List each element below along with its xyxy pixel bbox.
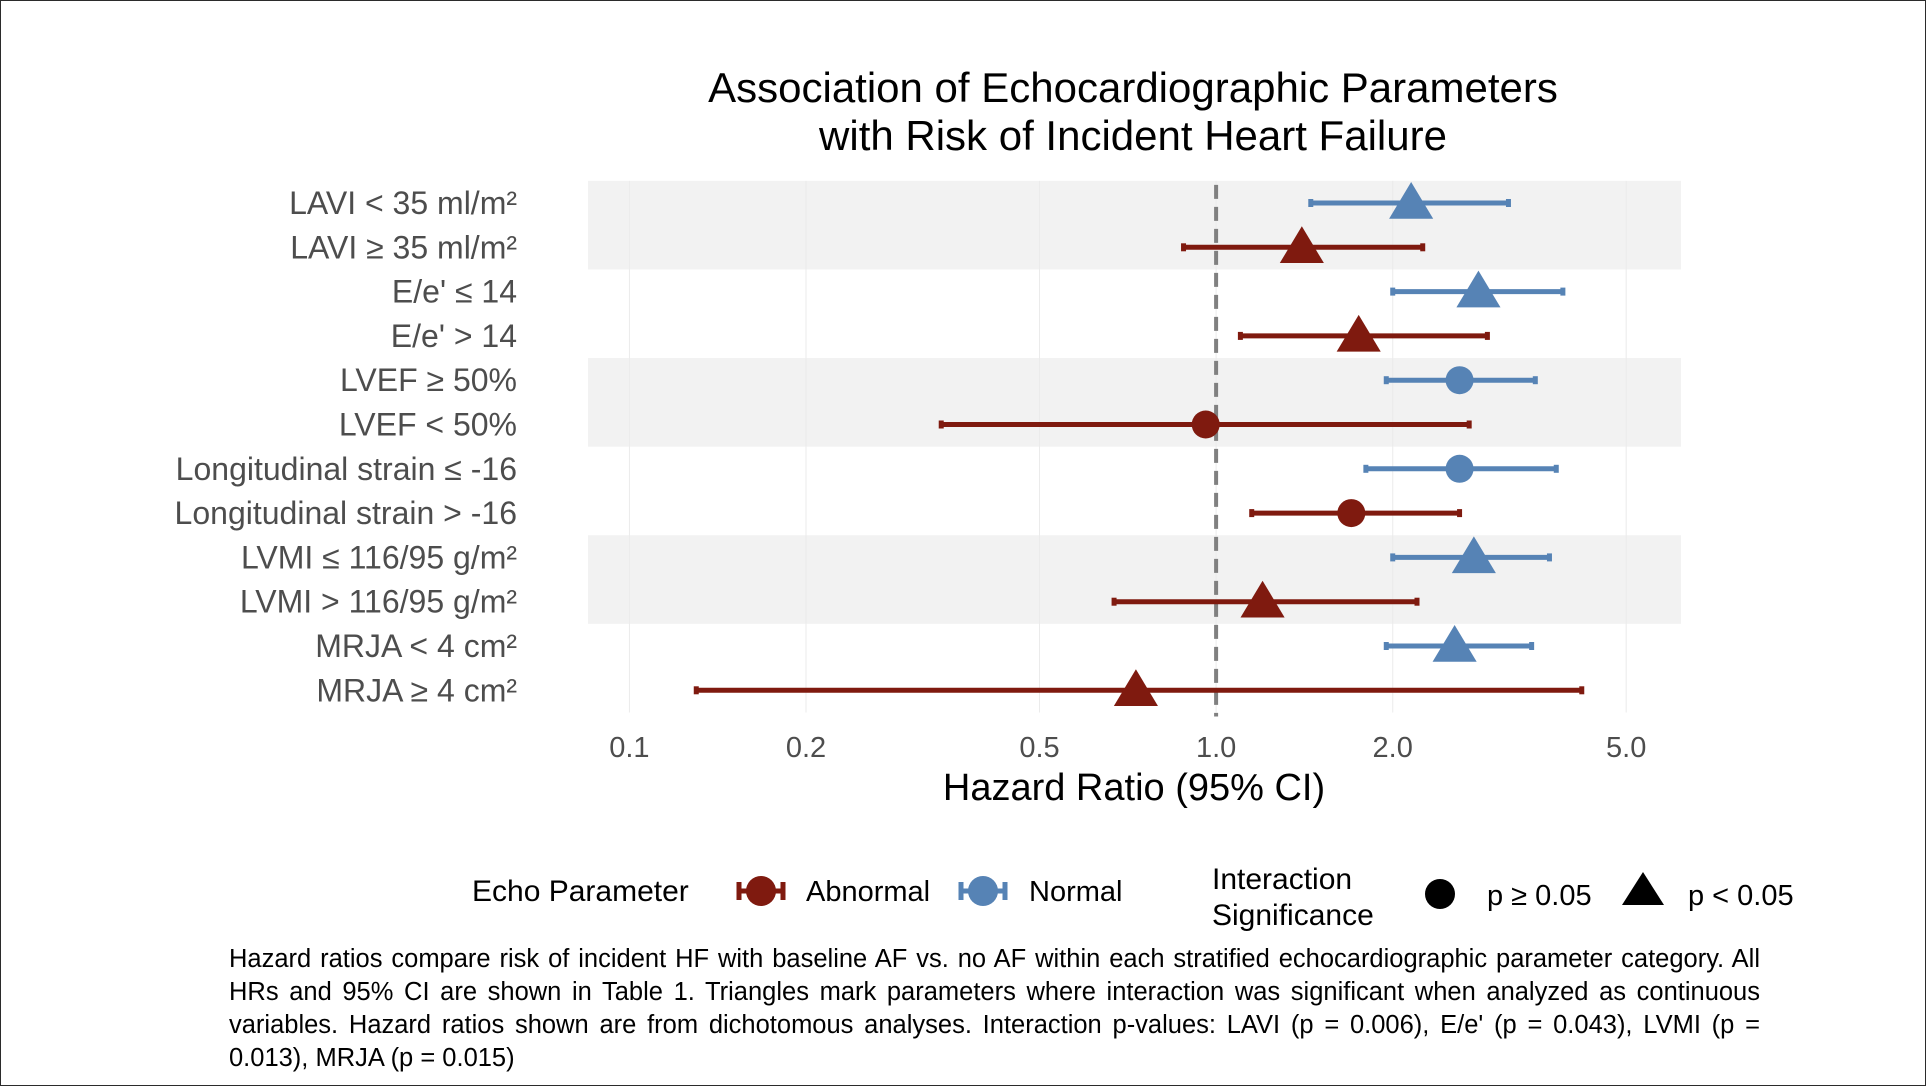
y-label-1: LAVI ≥ 35 ml/m² — [290, 229, 517, 265]
y-label-10: MRJA < 4 cm² — [315, 628, 517, 664]
hr-point-0 — [1389, 182, 1434, 219]
x-tick-label-1: 0.2 — [786, 732, 826, 764]
legend-key-abnormal — [736, 876, 786, 906]
x-axis-title: Hazard Ratio (95% CI) — [943, 767, 1325, 809]
hr-point-6 — [1445, 454, 1474, 483]
y-label-4: LVEF ≥ 50% — [340, 362, 517, 398]
legend-label-normal: Normal — [1029, 876, 1122, 908]
legend-label-abnormal: Abnormal — [806, 876, 930, 908]
legend-label-not-significant: p ≥ 0.05 — [1487, 880, 1592, 912]
y-label-5: LVEF < 50% — [339, 407, 517, 443]
hr-points — [1113, 182, 1501, 707]
figure-caption: Hazard ratios compare risk of incident H… — [229, 945, 1760, 1072]
x-tick-label-0: 0.1 — [609, 732, 649, 764]
legend-significance-title-line-1: Interaction — [1212, 863, 1352, 896]
hr-point-2 — [1456, 270, 1501, 308]
x-tick-label-3: 1.0 — [1196, 732, 1236, 764]
y-label-3: E/e' > 14 — [391, 318, 517, 354]
legend-echo-title: Echo Parameter — [472, 875, 689, 908]
band-4 — [588, 535, 1681, 624]
chart-title-line-1: Association of Echocardiographic Paramet… — [708, 64, 1558, 111]
hr-point-9 — [1240, 580, 1285, 618]
hr-point-11 — [1113, 669, 1158, 707]
x-tick-label-2: 0.5 — [1019, 732, 1059, 764]
row-bands — [588, 180, 1681, 624]
legend-significance-title-line-2: Significance — [1212, 899, 1374, 932]
legend-significance: Interaction Significance p ≥ 0.05 p < 0.… — [1212, 863, 1794, 932]
y-label-11: MRJA ≥ 4 cm² — [316, 672, 517, 708]
hr-point-5 — [1191, 410, 1220, 439]
legend-key-circle — [1425, 879, 1455, 909]
y-label-9: LVMI > 116/95 g/m² — [240, 584, 518, 620]
y-axis-labels: LAVI < 35 ml/m² LAVI ≥ 35 ml/m² E/e' ≤ 14 E… — [175, 185, 518, 708]
x-gridlines — [628, 180, 1627, 713]
y-label-6: Longitudinal strain ≤ -16 — [176, 451, 517, 487]
hr-point-4 — [1445, 366, 1474, 395]
y-label-8: LVMI ≤ 116/95 g/m² — [241, 539, 517, 575]
legend-echo: Echo Parameter Abnormal Normal — [472, 875, 1122, 908]
band-0 — [588, 180, 1681, 270]
hr-point-8 — [1451, 536, 1496, 574]
x-tick-label-4: 2.0 — [1373, 732, 1413, 764]
hr-point-10 — [1432, 625, 1477, 662]
x-axis-tick-labels: 0.1 0.2 0.5 1.0 2.0 5.0 — [609, 732, 1646, 764]
hr-point-3 — [1336, 314, 1381, 352]
y-label-0: LAVI < 35 ml/m² — [289, 185, 517, 221]
hr-point-1 — [1279, 226, 1324, 264]
legend-key-normal — [958, 876, 1008, 906]
y-label-2: E/e' ≤ 14 — [392, 274, 517, 310]
chart-title-line-2: with Risk of Incident Heart Failure — [818, 112, 1447, 159]
y-label-7: Longitudinal strain > -16 — [175, 495, 517, 531]
band-2 — [588, 358, 1681, 447]
hr-point-7 — [1337, 499, 1366, 528]
x-tick-label-5: 5.0 — [1606, 732, 1646, 764]
legend-key-triangle — [1622, 872, 1664, 905]
legend-label-significant: p < 0.05 — [1688, 880, 1794, 912]
